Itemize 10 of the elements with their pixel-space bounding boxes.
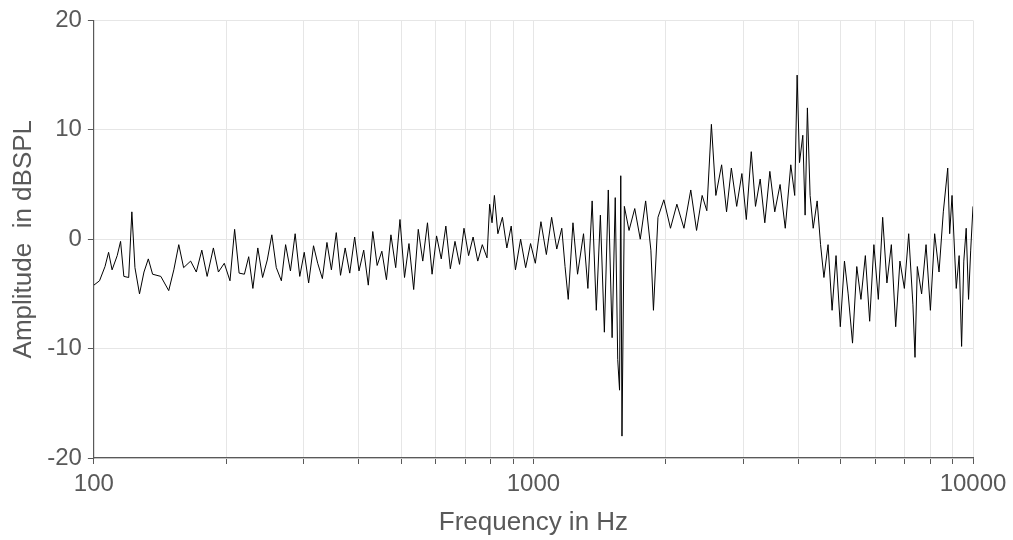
y-tick-label: 10 <box>55 114 82 142</box>
x-tick-label: 1000 <box>506 469 561 497</box>
y-axis-title: Amplitude in dBSPL <box>6 119 37 359</box>
y-tick-label: 20 <box>55 5 82 33</box>
x-axis-title: Frequency in Hz <box>438 505 629 536</box>
y-tick-label: -20 <box>47 442 82 470</box>
y-tick-label: -10 <box>47 333 82 361</box>
x-tick-label: 100 <box>73 469 114 497</box>
y-tick-label: 0 <box>68 223 82 251</box>
x-tick-label: 10000 <box>939 469 1007 497</box>
